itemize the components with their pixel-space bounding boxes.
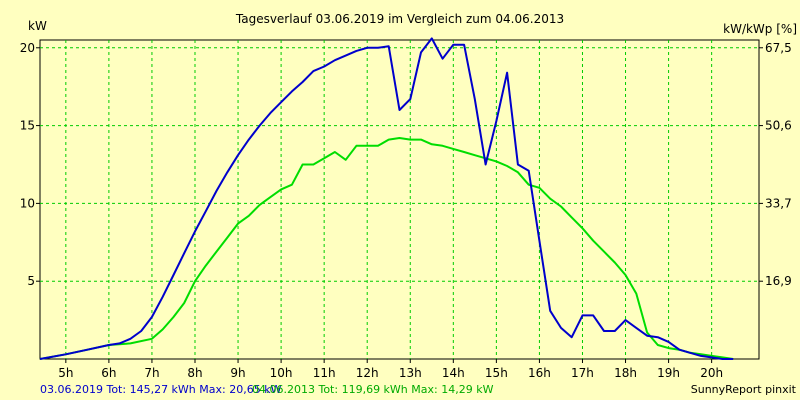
y-tick-label-right: 67,5 [765,41,792,55]
x-tick-label: 6h [101,366,116,380]
series-line-2 [39,137,734,360]
x-tick-label: 14h [442,366,465,380]
x-tick-label: 8h [187,366,202,380]
y-tick-label-right: 50,6 [765,119,792,133]
chart-title: Tagesverlauf 03.06.2019 im Vergleich zum… [235,12,564,26]
x-tick-label: 18h [614,366,637,380]
x-tick-label: 5h [58,366,73,380]
y-axis-label-left: kW [28,19,47,33]
x-tick-label: 17h [571,366,594,380]
plot-area [39,39,760,360]
y-tick-label-left: 15 [20,119,35,133]
x-tick-label: 13h [399,366,422,380]
x-tick-label: 7h [144,366,159,380]
legend-series-1: 03.06.2019 Tot: 145,27 kWh Max: 20,65 kW [40,383,282,396]
x-tick-label: 11h [313,366,336,380]
y-tick-label-left: 10 [20,196,35,210]
credit-text: SunnyReport pinxit [691,383,797,396]
axis-tick-labels: 5h 6h 7h 8h 9h 10h 11h 12h 13h 14h 15h 16h 17h 18h 19h… [20,41,792,380]
x-tick-label: 12h [356,366,379,380]
y-tick-label-right: 33,7 [765,196,792,210]
x-tick-label: 10h [270,366,293,380]
series-line-1 [39,37,734,360]
y-axis-label-right: kW/kWp [%] [723,22,797,36]
y-tick-label-left: 5 [27,274,35,288]
x-tick-label: 15h [485,366,508,380]
grid-lines [40,40,759,359]
y-tick-label-right: 16,9 [765,274,792,288]
series-layer [39,37,734,360]
x-tick-label: 19h [657,366,680,380]
x-tick-label: 9h [230,366,245,380]
x-tick-label: 16h [528,366,551,380]
y-tick-label-left: 20 [20,41,35,55]
legend-series-2: 04.06.2013 Tot: 119,69 kWh Max: 14,29 kW [252,383,494,396]
x-tick-label: 20h [700,366,723,380]
